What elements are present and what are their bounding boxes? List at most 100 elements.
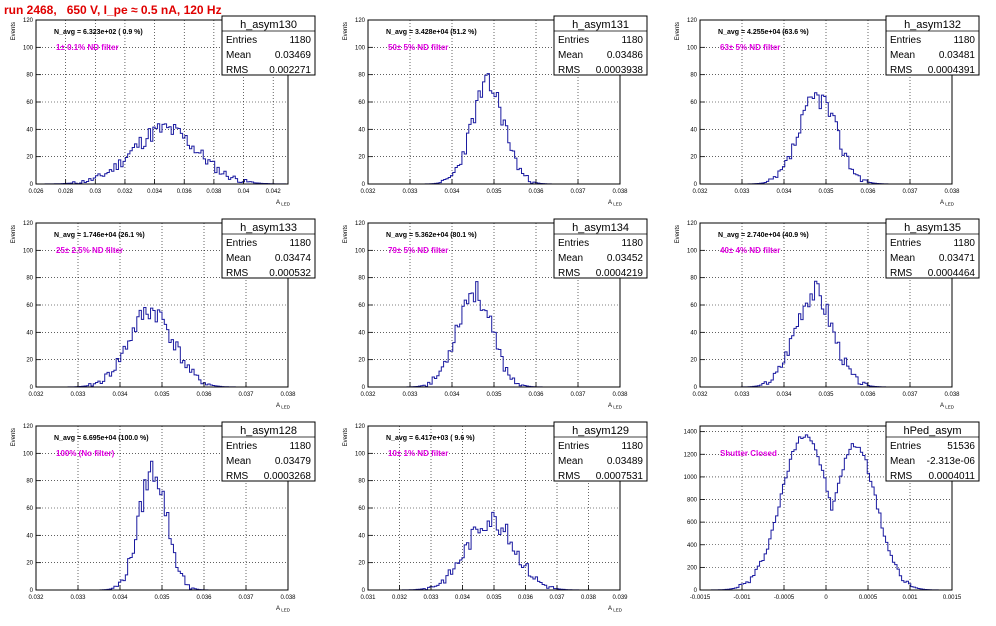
x-tick-label: 0.035 (154, 595, 170, 601)
x-axis-label: A LED (276, 200, 291, 207)
y-tick-label: 80 (690, 276, 697, 282)
histogram-chart: -0.0015 -0.001 -0.0005 0 0.0005 0.001 0.0015 0 2… (684, 421, 980, 601)
stats-label: RMS (558, 471, 581, 482)
x-tick-label: 0.042 (266, 189, 282, 195)
y-axis-label: Events (675, 22, 681, 40)
stats-label: Entries (558, 441, 589, 452)
stats-label: RMS (890, 471, 913, 482)
y-tick-label: 1400 (684, 430, 698, 436)
y-tick-label: 120 (23, 424, 34, 430)
x-tick-label: 0.038 (280, 392, 296, 398)
x-tick-label: 0.038 (944, 189, 960, 195)
stats-value: 0.03489 (607, 456, 644, 467)
y-tick-label: 100 (687, 45, 698, 51)
stats-value: 0.0004391 (928, 65, 976, 76)
x-tick-label: 0.035 (818, 392, 834, 398)
histogram-line (35, 123, 289, 185)
x-tick-label: 0.036 (528, 392, 544, 398)
y-tick-label: 20 (358, 561, 365, 567)
navg-label: N_avg = 6.323e+02 ( 0.9 %) (54, 29, 143, 36)
run-title: run 2468, 650 V, I_pe ≈ 0.5 nA, 120 Hz (4, 3, 222, 17)
stats-label: RMS (558, 268, 581, 279)
y-tick-label: 100 (355, 248, 366, 254)
y-tick-label: 60 (26, 100, 33, 106)
stats-value: 0.03486 (607, 50, 644, 61)
y-tick-label: 20 (26, 358, 33, 364)
histogram-chart: 0.032 0.033 0.034 0.035 0.036 0.037 0.038 0 20 40… (343, 15, 648, 207)
x-tick-label: 0.033 (734, 392, 750, 398)
histogram-chart: 0.032 0.033 0.034 0.035 0.036 0.037 0.038 0 20 40… (343, 218, 648, 410)
x-axis-label-sub: LED (280, 202, 291, 207)
stats-box (885, 218, 980, 279)
stats-value: 0.0004011 (928, 471, 975, 482)
x-tick-label: 0.033 (734, 189, 750, 195)
y-axis-label: Events (343, 428, 349, 446)
x-tick-label: 0.032 (28, 392, 44, 398)
x-tick-label: 0.037 (570, 189, 586, 195)
x-tick-label: -0.0005 (774, 595, 795, 601)
stats-value: 1180 (289, 441, 311, 452)
y-axis-label: Events (11, 428, 17, 446)
stats-value: 1180 (289, 238, 311, 249)
stats-label: RMS (890, 268, 913, 279)
panel-7: 0.032 0.033 0.034 0.035 0.036 0.037 0.038 0 20 40… (0, 420, 332, 621)
y-tick-label: 120 (23, 221, 34, 227)
stats-value: 0.03479 (275, 456, 312, 467)
y-axis-label: Events (11, 22, 17, 40)
stats-label: Mean (558, 456, 583, 467)
y-tick-label: 120 (687, 221, 698, 227)
y-tick-label: 20 (26, 561, 33, 567)
stats-label: Mean (226, 50, 251, 61)
stats-title: h_asym135 (904, 222, 961, 234)
x-tick-label: 0.0015 (943, 595, 962, 601)
stats-label: RMS (226, 268, 249, 279)
x-tick-label: 0.033 (402, 392, 418, 398)
y-axis-label: Events (343, 22, 349, 40)
x-tick-label: 0.031 (360, 595, 376, 601)
y-tick-label: 40 (690, 330, 697, 336)
filter-label: 63± 5% ND filter (720, 43, 780, 52)
histogram-chart: 0.032 0.033 0.034 0.035 0.036 0.037 0.038 0 20 40… (11, 218, 316, 410)
stats-value: 0.0007531 (596, 471, 644, 482)
y-tick-label: 40 (26, 330, 33, 336)
panel-9: -0.0015 -0.001 -0.0005 0 0.0005 0.001 0.0015 0 2… (664, 420, 996, 621)
stats-label: Mean (226, 253, 251, 264)
y-tick-label: 600 (687, 520, 698, 526)
y-tick-label: 100 (355, 451, 366, 457)
x-tick-label: -0.001 (733, 595, 751, 601)
histogram-chart: 0.032 0.033 0.034 0.035 0.036 0.037 0.038 0 20 40… (675, 218, 980, 410)
y-tick-label: 120 (355, 424, 366, 430)
x-tick-label: 0.037 (238, 392, 254, 398)
stats-label: Entries (890, 441, 921, 452)
stats-title: h_asym134 (572, 222, 629, 234)
stats-value: 0.002271 (269, 65, 311, 76)
stats-value: 0.03474 (275, 253, 312, 264)
filter-label: 25± 2.5% ND filter (56, 246, 123, 255)
y-tick-label: 40 (690, 127, 697, 133)
panel-8: 0.031 0.032 0.033 0.034 0.035 0.036 0.037 0.038… (332, 420, 664, 621)
stats-box (885, 15, 980, 76)
panel-4: 0.032 0.033 0.034 0.035 0.036 0.037 0.038 0 20 40… (0, 217, 332, 418)
x-tick-label: 0.026 (28, 189, 44, 195)
stats-label: Entries (890, 35, 921, 46)
y-tick-label: 0 (362, 588, 366, 594)
y-tick-label: 20 (690, 155, 697, 161)
stats-label: Mean (890, 456, 915, 467)
x-tick-label: 0.036 (177, 189, 193, 195)
x-tick-label: 0.032 (692, 189, 708, 195)
x-axis-label: A LED (608, 403, 623, 410)
stats-value: 1180 (621, 441, 643, 452)
stats-label: Mean (558, 50, 583, 61)
y-axis-label: Events (11, 225, 17, 243)
x-axis-label-sub: LED (612, 405, 623, 410)
y-tick-label: 80 (358, 479, 365, 485)
stats-title: hPed_asym (903, 425, 961, 437)
histogram-chart: 0.032 0.033 0.034 0.035 0.036 0.037 0.038 0 20 40… (675, 15, 980, 207)
x-tick-label: 0.033 (423, 595, 439, 601)
histogram-line (36, 307, 288, 388)
stats-label: Entries (558, 238, 589, 249)
y-tick-label: 100 (23, 451, 34, 457)
y-tick-label: 40 (26, 533, 33, 539)
panel-3: 0.032 0.033 0.034 0.035 0.036 0.037 0.038 0 20 40… (664, 14, 996, 215)
x-axis-label-sub: LED (280, 608, 291, 613)
